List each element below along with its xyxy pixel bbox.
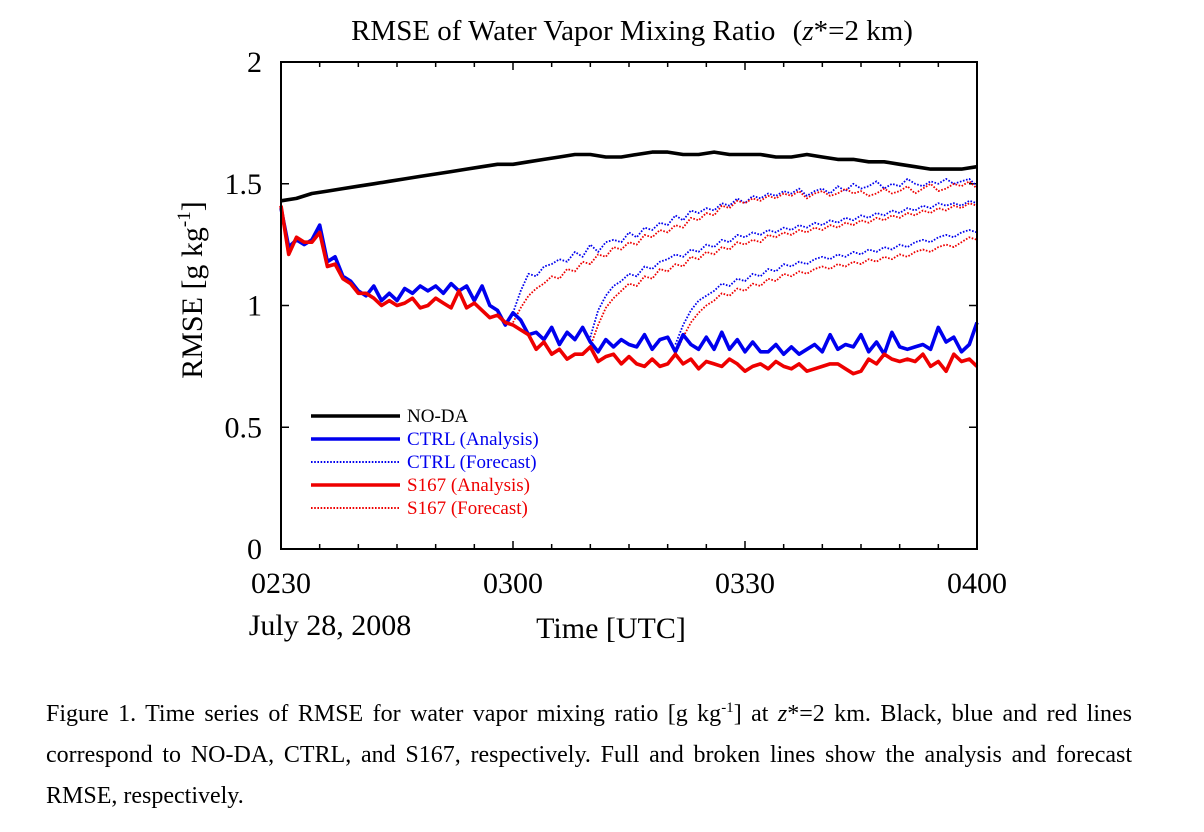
x-tick-label: 0400	[947, 567, 1007, 600]
series-ctrl-forecast-segment-1	[512, 178, 978, 314]
chart-title-main: RMSE of Water Vapor Mixing Ratio	[351, 15, 775, 47]
x-tick-labels: 0230 0300 0330 0400	[251, 567, 1007, 600]
y-tick-label: 2	[247, 46, 262, 79]
figure-caption: Figure 1. Time series of RMSE for water …	[46, 694, 1132, 817]
y-axis-label-close: ]	[176, 201, 209, 211]
caption-var: z	[777, 701, 788, 727]
y-tick-label: 1	[247, 290, 262, 323]
date-label: July 28, 2008	[249, 609, 412, 642]
caption-part1: Figure 1. Time series of RMSE for water …	[46, 701, 722, 727]
legend-label-s167-analysis: S167 (Analysis)	[407, 475, 530, 496]
x-tick-label: 0230	[251, 567, 311, 600]
y-tick-labels: 0 0.5 1 1.5 2	[225, 46, 263, 566]
x-tick-label: 0300	[483, 567, 543, 600]
legend-label-s167-forecast: S167 (Forecast)	[407, 498, 528, 519]
series-s167-forecast-segment-1	[512, 180, 978, 323]
series-s167-analysis-line	[279, 205, 979, 376]
y-tick-label: 0	[247, 533, 262, 566]
series-ctrl-analysis-line	[279, 207, 979, 356]
series-s167-forecast-segment-3	[674, 236, 978, 355]
chart-title: RMSE of Water Vapor Mixing Ratio (z*=2 k…	[351, 15, 913, 47]
x-axis-label: Time [UTC]	[536, 612, 686, 645]
chart-title-var: z	[801, 15, 813, 47]
caption-part2: ] at	[733, 701, 778, 727]
plot-frame	[280, 61, 978, 550]
y-axis-label: RMSE [g kg-1]	[174, 201, 209, 379]
x-tick-label: 0330	[715, 567, 775, 600]
caption-part3: *=2 km. Black, blue and red lines corres…	[46, 701, 1132, 809]
y-tick-label: 1.5	[225, 168, 263, 201]
legend-label-no-da: NO-DA	[407, 406, 468, 427]
y-axis-label-sup: -1	[174, 211, 195, 227]
y-tick-label: 0.5	[225, 411, 263, 444]
series-layer	[279, 150, 979, 376]
legend-label-ctrl-analysis: CTRL (Analysis)	[407, 429, 539, 450]
series-s167-forecast-segment-2	[589, 202, 978, 348]
chart-title-rest: *=2 km)	[814, 15, 913, 47]
series-ctrl-forecast-segment-2	[589, 199, 978, 338]
rmse-chart: RMSE of Water Vapor Mixing Ratio (z*=2 k…	[174, 15, 1007, 645]
series-no-da-line	[280, 150, 978, 203]
y-axis-label-main: RMSE [g kg	[176, 227, 209, 379]
legend-label-ctrl-forecast: CTRL (Forecast)	[407, 452, 537, 473]
axis-ticks	[280, 61, 978, 550]
chart-title-paren-open: (	[793, 15, 803, 47]
caption-sup: -1	[721, 700, 734, 716]
